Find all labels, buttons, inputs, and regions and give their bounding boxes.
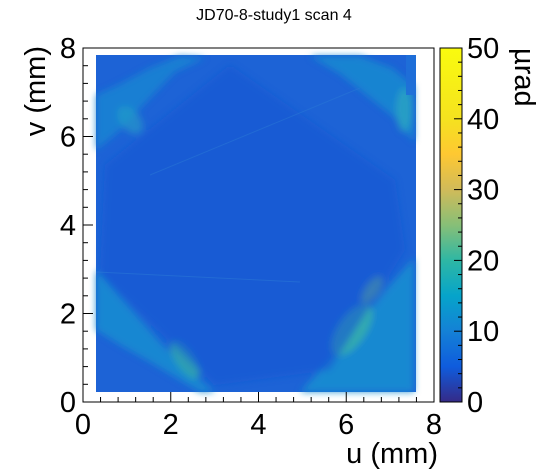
x-axis-title: u (mm)	[346, 438, 438, 470]
x-tick-label: 2	[163, 409, 179, 441]
heatmap-hotspot	[396, 88, 412, 132]
heatmap-artifact	[149, 87, 361, 176]
colorbar-ticks: 0 10 20 30 40 50	[454, 33, 499, 419]
heatmap-center-region	[100, 65, 405, 385]
heatmap-hotspot	[117, 106, 143, 134]
x-tick-label: 6	[338, 409, 354, 441]
y-tick-label: 2	[60, 299, 76, 331]
heatmap-band-upper-left	[96, 56, 205, 150]
colorbar-tick-label: 20	[467, 245, 499, 277]
chart-title: JD70-8-study1 scan 4	[196, 7, 352, 24]
colorbar-tick-label: 50	[467, 33, 499, 65]
heatmap-artifact	[95, 271, 301, 283]
y-tick-label: 0	[60, 387, 76, 419]
colorbar-tick-label: 10	[467, 316, 499, 348]
x-tick-label: 0	[75, 409, 91, 441]
y-axis-title: v (mm)	[20, 46, 52, 136]
colorbar-tick-label: 40	[467, 104, 499, 136]
y-tick-label: 4	[60, 210, 76, 242]
heatmap-hotspot	[170, 341, 200, 379]
y-axis-ticks: 0 2 4 6 8	[60, 33, 93, 419]
colorbar-tick-label: 0	[467, 387, 483, 419]
heatmap-edge	[406, 55, 416, 95]
x-tick-label: 8	[426, 409, 442, 441]
colorbar-title: µrad	[508, 48, 540, 107]
heatmap-band-lower-left	[96, 270, 215, 392]
y-tick-label: 6	[60, 122, 76, 154]
colorbar	[439, 47, 463, 403]
y-tick-label: 8	[60, 33, 76, 65]
heatmap-band-upper-right	[310, 56, 414, 142]
x-tick-label: 4	[250, 409, 266, 441]
colorbar-tick-label: 30	[467, 175, 499, 207]
heatmap-field	[95, 55, 416, 392]
heatmap-band-lower-right	[300, 258, 414, 392]
x-axis-ticks: 0 2 4 6 8	[75, 392, 442, 441]
